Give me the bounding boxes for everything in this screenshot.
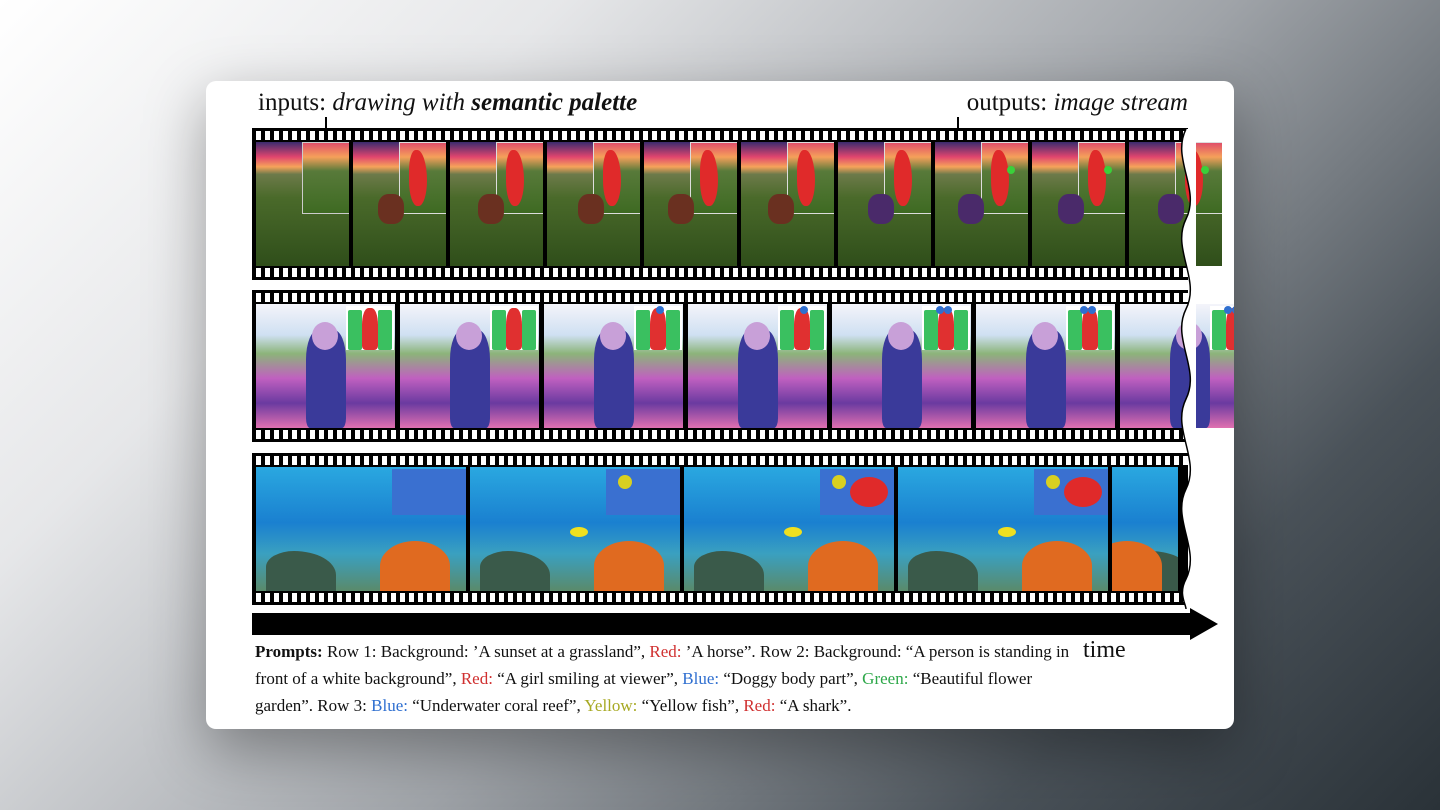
green-label: Green: — [862, 669, 909, 688]
time-arrow-head-icon — [1190, 608, 1218, 640]
red-label: Red: — [743, 696, 776, 715]
prompts-title: Prompts: — [255, 642, 323, 661]
inputs-text: drawing with — [332, 89, 465, 116]
prompt-text: “Doggy body part”, — [719, 669, 863, 688]
row1-frame — [741, 142, 834, 266]
red-label: Red: — [649, 642, 682, 661]
torn-edge — [1180, 129, 1196, 609]
row1-frame — [353, 142, 446, 266]
row3-frame — [898, 467, 1108, 591]
row1-frame — [838, 142, 931, 266]
prompt-text: Row 1: Background: ’A sunset at a grassl… — [322, 642, 650, 661]
yellow-label: Yellow: — [584, 696, 638, 715]
film-strip-row-3 — [252, 453, 1188, 605]
prompt-text: ’A horse”. Row 2: Background: “A person … — [255, 642, 1070, 688]
row1-frame — [1032, 142, 1125, 266]
outputs-text: image stream — [1053, 89, 1188, 116]
row1-frame — [644, 142, 737, 266]
row1-frame — [256, 142, 349, 266]
outputs-label: outputs: — [966, 89, 1048, 116]
row3-frame — [684, 467, 894, 591]
outputs-header: outputs: image stream — [967, 89, 1188, 117]
figure-card: inputs: drawing with semantic palette ou… — [206, 81, 1234, 729]
prompt-text: “Underwater coral reef”, — [407, 696, 585, 715]
row3-frame — [470, 467, 680, 591]
row2-frame — [832, 304, 971, 428]
prompt-text: “A girl smiling at viewer”, — [492, 669, 683, 688]
row1-frame — [450, 142, 543, 266]
row2-frame — [688, 304, 827, 428]
row2-frame — [400, 304, 539, 428]
prompt-text: “Yellow fish”, — [637, 696, 744, 715]
row1-frame — [935, 142, 1028, 266]
time-arrow — [252, 613, 1192, 635]
red-label: Red: — [460, 669, 493, 688]
row2-frame — [544, 304, 683, 428]
time-label: time — [1083, 637, 1126, 663]
inputs-bold-text: semantic palette — [471, 89, 638, 116]
inputs-header: inputs: drawing with semantic palette — [258, 89, 637, 117]
row1-frame — [547, 142, 640, 266]
prompt-text: “A shark”. — [775, 696, 852, 715]
prompt-text: “Beautiful flower garden”. Row 3: — [255, 669, 1033, 715]
row2-frame — [976, 304, 1115, 428]
row3-frame — [1112, 467, 1178, 591]
row2-frame — [256, 304, 395, 428]
row3-frame — [256, 467, 466, 591]
film-strip-row-1 — [252, 128, 1222, 280]
blue-label: Blue: — [682, 669, 720, 688]
prompts-caption: Prompts: Row 1: Background: ’A sunset at… — [255, 638, 1075, 719]
inputs-label: inputs: — [258, 89, 327, 116]
film-strip-row-2 — [252, 290, 1234, 442]
blue-label: Blue: — [371, 696, 408, 715]
